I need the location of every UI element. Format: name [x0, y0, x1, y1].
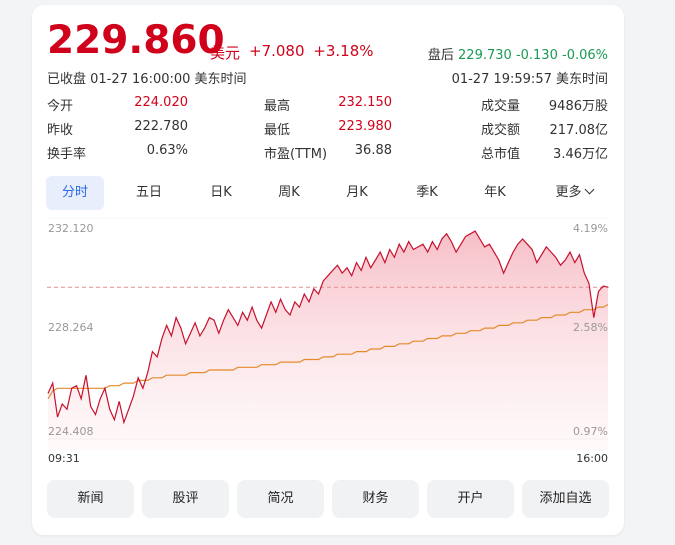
stat-value-volume: 9486万股	[548, 99, 608, 114]
stat-value-turnover-rate: 0.63%	[146, 143, 188, 158]
stat-label-pe: 市盈(TTM)	[264, 147, 328, 162]
intraday-chart	[47, 218, 609, 450]
stat-value-turnover-amount: 217.08亿	[549, 123, 609, 138]
average-price-line	[47, 303, 609, 400]
pct-tick-low: 0.97%	[573, 425, 608, 438]
financials-button[interactable]: 财务	[332, 480, 419, 518]
stat-label-market-cap: 总市值	[481, 147, 521, 162]
stat-label-turnover-amount: 成交额	[481, 123, 521, 138]
pct-tick-high: 4.19%	[573, 222, 608, 235]
tab-daily-k[interactable]: 日K	[210, 185, 232, 200]
stat-value-open: 224.020	[134, 95, 188, 110]
after-hours-label: 盘后	[427, 48, 454, 63]
after-hours-price: 229.730	[458, 48, 512, 63]
stat-value-market-cap: 3.46万亿	[553, 147, 608, 162]
tab-yearly-k[interactable]: 年K	[484, 185, 506, 200]
stat-label-open: 今开	[47, 99, 74, 114]
tab-more[interactable]: 更多	[542, 176, 606, 210]
y-tick-high: 232.120	[48, 222, 94, 235]
stock-quote-card: 229.860 美元 +7.080 +3.18% 已收盘 01-27 16:00…	[32, 5, 624, 535]
stat-label-turnover-rate: 换手率	[47, 147, 87, 162]
x-tick-close: 16:00	[576, 452, 608, 465]
after-hours-time: 01-27 19:59:57 美东时间	[451, 72, 608, 87]
market-status: 已收盘 01-27 16:00:00 美东时间	[47, 72, 247, 87]
stat-label-prev-close: 昨收	[47, 123, 74, 138]
y-tick-mid: 228.264	[48, 321, 94, 334]
price-line	[47, 230, 609, 425]
stat-label-volume: 成交量	[481, 99, 521, 114]
add-to-watchlist-button[interactable]: 添加自选	[522, 480, 609, 518]
change-amount: +7.080	[249, 42, 305, 60]
tab-quarterly-k[interactable]: 季K	[416, 185, 438, 200]
tab-weekly-k[interactable]: 周K	[278, 185, 300, 200]
stat-value-high: 232.150	[338, 95, 392, 110]
tab-monthly-k[interactable]: 月K	[346, 185, 368, 200]
tab-more-label: 更多	[555, 185, 582, 200]
stat-value-low: 223.980	[338, 119, 392, 134]
change-percent: +3.18%	[313, 42, 374, 60]
profile-button[interactable]: 简况	[237, 480, 324, 518]
chevron-down-icon	[584, 184, 594, 195]
stat-label-low: 最低	[264, 123, 291, 138]
tab-intraday[interactable]: 分时	[46, 176, 104, 210]
price-change: +7.080 +3.18%	[249, 42, 374, 60]
stat-value-prev-close: 222.780	[134, 119, 188, 134]
pct-tick-mid: 2.58%	[573, 321, 608, 334]
after-hours-quote: 盘后 229.730 -0.130 -0.06%	[428, 44, 608, 63]
currency-label: 美元	[210, 44, 241, 62]
last-price: 229.860	[47, 18, 225, 63]
y-tick-low: 224.408	[48, 425, 94, 438]
stat-value-pe: 36.88	[354, 143, 392, 158]
stat-label-high: 最高	[264, 99, 291, 114]
reviews-button[interactable]: 股评	[142, 480, 229, 518]
after-hours-percent: -0.06%	[562, 48, 608, 63]
news-button[interactable]: 新闻	[47, 480, 134, 518]
price-area	[48, 231, 608, 450]
after-hours-change: -0.130	[515, 48, 558, 63]
x-tick-open: 09:31	[48, 452, 80, 465]
tab-five-day[interactable]: 五日	[135, 185, 162, 200]
open-account-button[interactable]: 开户	[427, 480, 514, 518]
